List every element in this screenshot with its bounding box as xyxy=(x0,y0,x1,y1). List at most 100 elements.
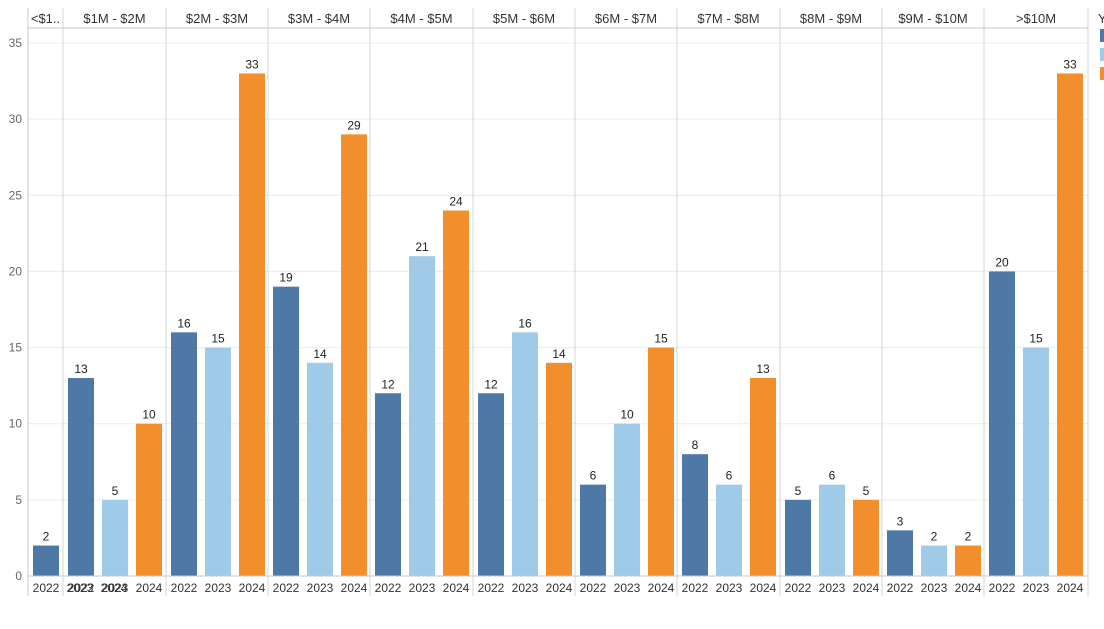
data-label: 6 xyxy=(590,469,597,483)
bar-2023 xyxy=(102,499,128,576)
x-tick-label-year: 2024 xyxy=(1057,581,1084,595)
y-tick-label: 30 xyxy=(9,112,23,126)
data-label: 2 xyxy=(931,530,938,544)
bar-2024 xyxy=(341,134,367,576)
y-tick-label: 15 xyxy=(9,341,23,355)
x-tick-label-year: 2024 xyxy=(750,581,777,595)
data-label: 16 xyxy=(177,316,191,330)
category-header: $9M - $10M xyxy=(898,11,967,26)
bar-2022 xyxy=(682,454,708,576)
bar-2024 xyxy=(239,73,265,576)
data-label: 33 xyxy=(1063,57,1077,71)
bar-2024 xyxy=(546,362,572,576)
bar-2022 xyxy=(887,530,913,576)
x-tick-label-year: 2023 xyxy=(67,581,94,595)
grid-lines xyxy=(28,42,1088,501)
x-tick-label-year: 2022 xyxy=(375,581,402,595)
category-header: $8M - $9M xyxy=(800,11,862,26)
x-tick-label-year: 2023 xyxy=(614,581,641,595)
bar-2023 xyxy=(614,423,640,576)
x-tick-label-year: 2024 xyxy=(239,581,266,595)
data-label: 10 xyxy=(620,408,634,422)
data-label: 19 xyxy=(279,271,293,285)
bar-2022 xyxy=(273,286,299,576)
x-tick-label-year: 2024 xyxy=(443,581,470,595)
data-label: 21 xyxy=(415,240,429,254)
bar-2022 xyxy=(989,271,1015,576)
x-tick-label-year: 2024 xyxy=(546,581,573,595)
bar-2024 xyxy=(750,378,776,576)
data-label: 16 xyxy=(518,316,532,330)
data-label: 5 xyxy=(863,484,870,498)
data-label: 13 xyxy=(74,362,88,376)
data-label: 24 xyxy=(449,195,463,209)
data-label: 15 xyxy=(211,332,225,346)
data-label: 14 xyxy=(313,347,327,361)
bar-2023 xyxy=(921,545,947,576)
bar-2023 xyxy=(512,332,538,576)
bar-2023 xyxy=(1023,347,1049,576)
category-header: $7M - $8M xyxy=(697,11,759,26)
data-label: 15 xyxy=(654,332,668,346)
x-tick-label-year: 2022 xyxy=(68,581,95,595)
x-tick-label-year: 2023 xyxy=(716,581,743,595)
data-label: 29 xyxy=(347,118,361,132)
data-label: 5 xyxy=(795,484,802,498)
category-header: >$10M xyxy=(1016,11,1056,26)
x-tick-label-year: 2023 xyxy=(1023,581,1050,595)
bar-2023 xyxy=(409,256,435,576)
category-panels: <$1.. $1M - $2M $2M - $3M $3M - $4M $4M - $5… xyxy=(31,8,1089,596)
data-label: 12 xyxy=(381,377,395,391)
x-tick-label-year: 2022 xyxy=(785,581,812,595)
x-tick-label-year: 2023 xyxy=(102,581,129,595)
x-tick-label-year: 2024 xyxy=(101,581,128,595)
x-tick-label-year: 2023 xyxy=(205,581,232,595)
data-label: 13 xyxy=(756,362,770,376)
x-tick-label-year: 2022 xyxy=(989,581,1016,595)
x-tick-label-year: 2022 xyxy=(887,581,914,595)
category-header: <$1.. xyxy=(31,11,60,26)
bar-2023 xyxy=(205,347,231,576)
bar-2024 xyxy=(1057,73,1083,576)
x-tick-label-year: 2022 xyxy=(273,581,300,595)
bar-2024 xyxy=(648,347,674,576)
category-header: $6M - $7M xyxy=(595,11,657,26)
y-tick-label: 5 xyxy=(15,493,22,507)
data-label: 6 xyxy=(829,469,836,483)
y-tick-label: 10 xyxy=(9,417,23,431)
data-label: 12 xyxy=(484,377,498,391)
data-label: 2 xyxy=(43,530,50,544)
x-tick-label-year: 2023 xyxy=(819,581,846,595)
bar-2022 xyxy=(375,393,401,576)
data-labels: 2 13 16 19 12 12 6 8 5 3 20 5 15 14 21 16 10 6 6 2 15 10 33 29 2… xyxy=(43,57,1077,543)
x-tick-label-year: 2024 xyxy=(853,581,880,595)
bar-2022 xyxy=(785,499,811,576)
category-header: $5M - $6M xyxy=(493,11,555,26)
data-label: 33 xyxy=(245,57,259,71)
data-label: 6 xyxy=(726,469,733,483)
x-tick-label-year: 2024 xyxy=(648,581,675,595)
data-label: 10 xyxy=(142,408,156,422)
bar-2023 xyxy=(307,362,333,576)
bar-2023 xyxy=(819,484,845,576)
x-tick-label-year: 2024 xyxy=(955,581,982,595)
data-label: 20 xyxy=(995,255,1009,269)
x-tick-label-year: 2022 xyxy=(682,581,709,595)
bar-2022 xyxy=(68,378,94,576)
legend-title: Y xyxy=(1098,11,1104,26)
category-header: $2M - $3M xyxy=(186,11,248,26)
bar-2022 xyxy=(580,484,606,576)
category-header: $3M - $4M xyxy=(288,11,350,26)
data-label: 14 xyxy=(552,347,566,361)
data-label: 8 xyxy=(692,438,699,452)
bar-2024 xyxy=(853,499,879,576)
x-tick-label-year: 2023 xyxy=(921,581,948,595)
x-tick-label-year: 2022 xyxy=(171,581,198,595)
legend-swatch-2024 xyxy=(1100,67,1104,80)
bar-2022 xyxy=(478,393,504,576)
x-tick-label-year: 2023 xyxy=(307,581,334,595)
bar-2024 xyxy=(443,210,469,576)
bar-2022 xyxy=(171,332,197,576)
data-label: 2 xyxy=(965,530,972,544)
